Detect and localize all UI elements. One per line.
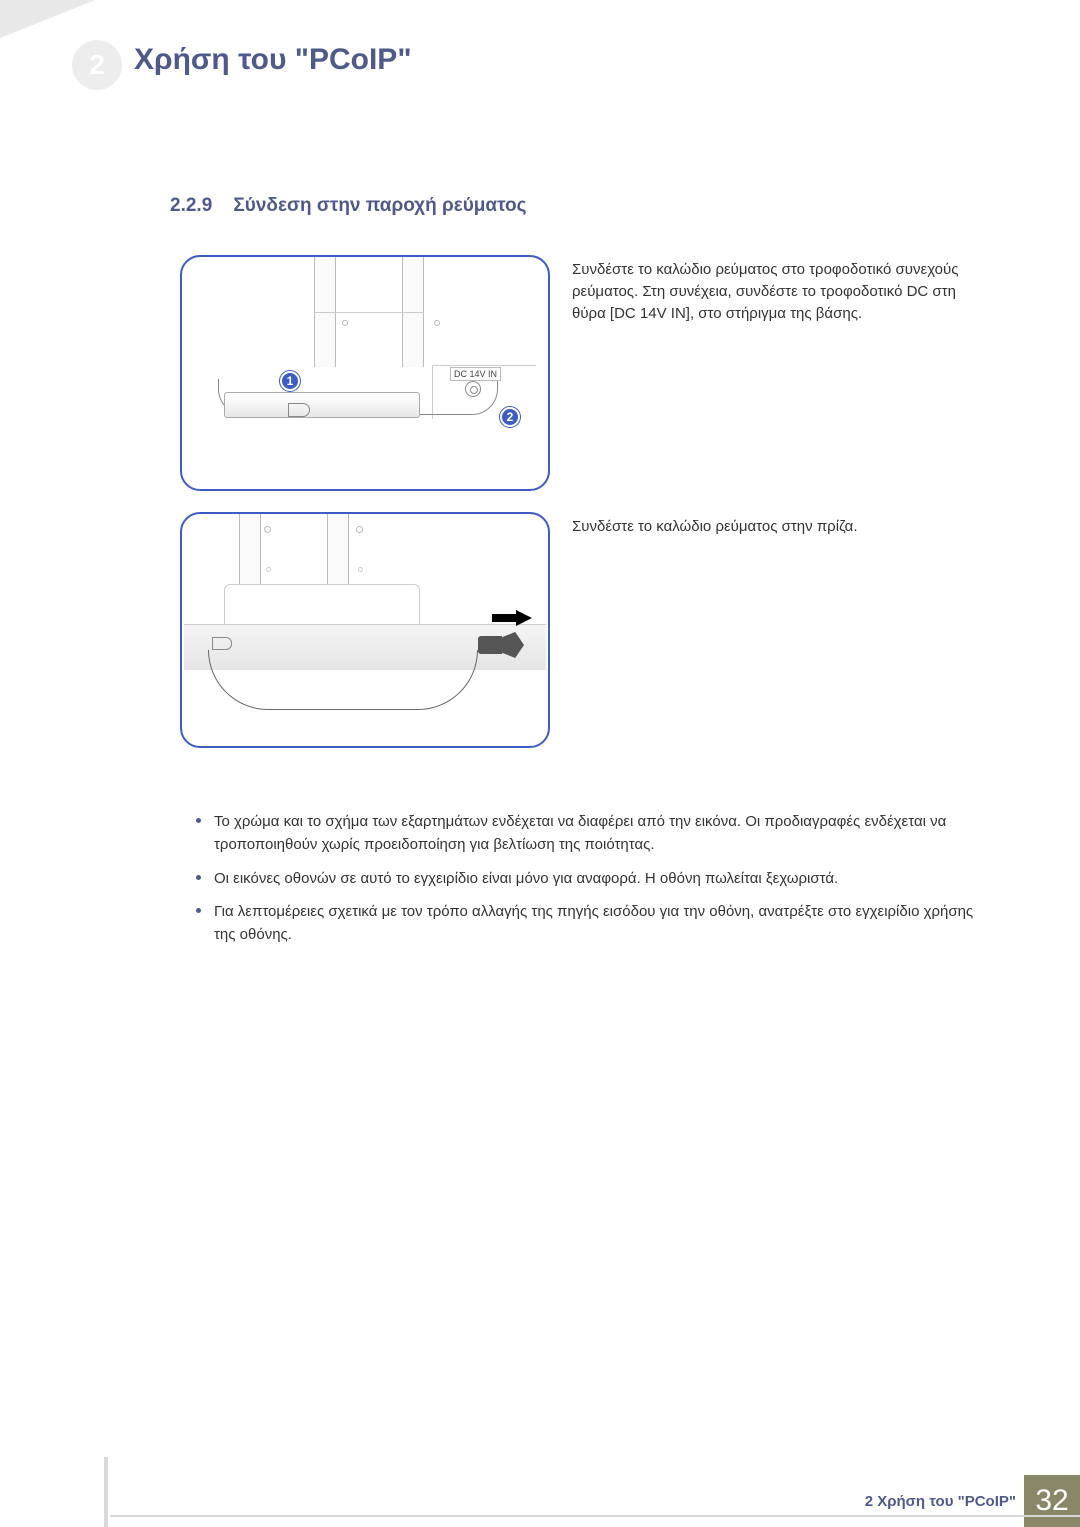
diagram-power-adapter: DC 14V IN 1 2 — [180, 255, 550, 491]
port-label: DC 14V IN — [450, 367, 501, 381]
callout-marker-2: 2 — [500, 407, 520, 427]
step-2-text: Συνδέστε το καλώδιο ρεύματος στην πρίζα. — [572, 512, 857, 538]
page-corner-fold — [0, 0, 95, 38]
note-item: Οι εικόνες οθονών σε αυτό το εγχειρίδιο … — [190, 867, 990, 890]
footer-page-number: 32 — [1024, 1475, 1080, 1527]
notes-list: Το χρώμα και το σχήμα των εξαρτημάτων εν… — [190, 810, 990, 956]
step-1: DC 14V IN 1 2 Συνδέστε το καλώδιο ρεύματ… — [180, 255, 982, 491]
page-title: Χρήση του "PCoIP" — [134, 43, 412, 77]
page-footer: 2 Χρήση του "PCoIP" 32 — [0, 1475, 1080, 1527]
page-header: 2 Χρήση του "PCoIP" — [100, 30, 412, 90]
note-item: Για λεπτομέρειες σχετικά με τον τρόπο αλ… — [190, 900, 990, 947]
section-heading: 2.2.9 Σύνδεση στην παροχή ρεύματος — [170, 195, 527, 217]
callout-marker-1: 1 — [280, 371, 300, 391]
section-number: 2.2.9 — [170, 195, 212, 216]
chapter-badge: 2 — [72, 40, 122, 90]
step-1-text: Συνδέστε το καλώδιο ρεύματος στο τροφοδο… — [572, 255, 982, 324]
plug-icon — [478, 630, 524, 660]
note-item: Το χρώμα και το σχήμα των εξαρτημάτων εν… — [190, 810, 990, 857]
footer-chapter-text: 2 Χρήση του "PCoIP" — [865, 1493, 1016, 1510]
dc-port-icon — [465, 381, 481, 397]
diagram-wall-outlet — [180, 512, 550, 748]
step-2: Συνδέστε το καλώδιο ρεύματος στην πρίζα. — [180, 512, 857, 748]
section-title: Σύνδεση στην παροχή ρεύματος — [233, 195, 526, 216]
